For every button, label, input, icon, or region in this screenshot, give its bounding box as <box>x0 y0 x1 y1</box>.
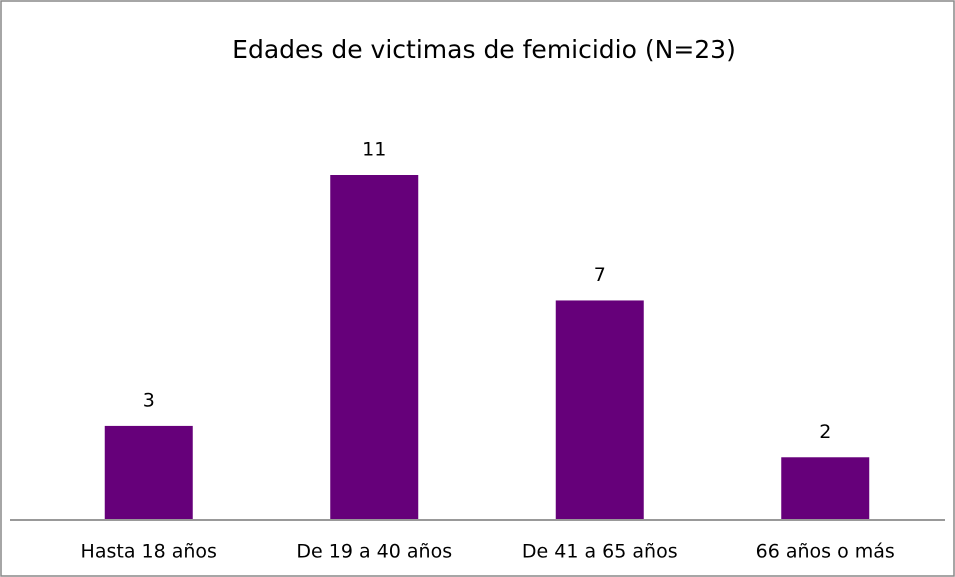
bar <box>104 425 193 520</box>
data-label: 7 <box>594 264 606 286</box>
x-tick-label: 66 años o más <box>756 541 895 563</box>
bar <box>781 457 870 520</box>
bar <box>330 175 419 520</box>
bar <box>555 300 644 520</box>
x-tick-label: De 41 a 65 años <box>522 541 678 563</box>
data-label: 3 <box>143 389 155 411</box>
data-label: 2 <box>819 421 831 443</box>
chart-title: Edades de victimas de femicidio (N=23) <box>232 35 736 64</box>
x-tick-label: De 19 a 40 años <box>296 541 452 563</box>
x-tick-label: Hasta 18 años <box>81 541 217 563</box>
data-label: 11 <box>362 139 386 161</box>
